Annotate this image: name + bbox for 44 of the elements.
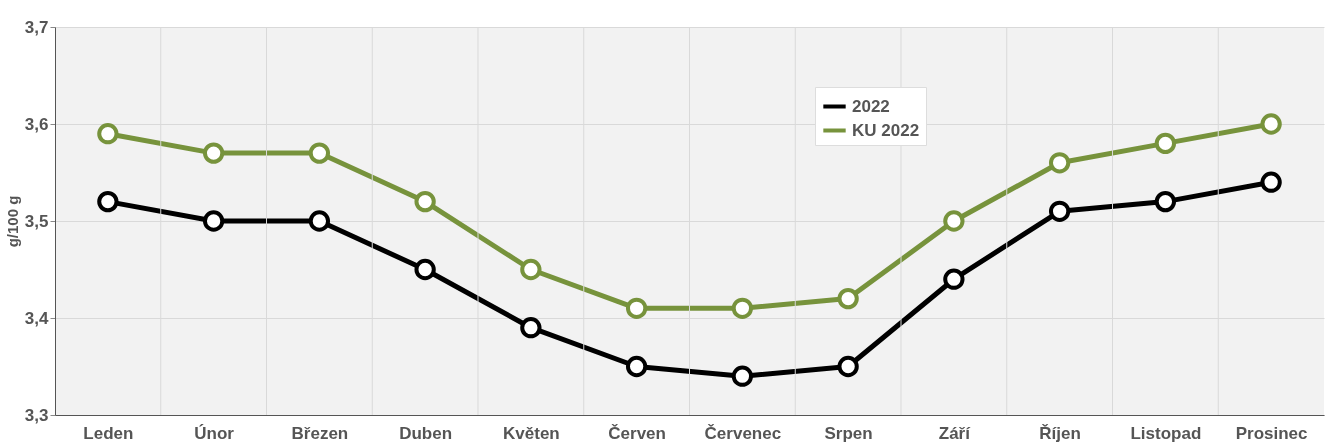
- point: [97, 190, 119, 213]
- point: [1154, 190, 1177, 213]
- point: [414, 190, 436, 213]
- point: [1048, 200, 1071, 222]
- point: [202, 142, 225, 164]
- x-tick-label: Květen: [503, 423, 560, 443]
- y-axis-title: g/100 g: [3, 195, 21, 248]
- point: [308, 210, 331, 232]
- point: [731, 365, 754, 387]
- point: [625, 355, 648, 378]
- point: [625, 297, 648, 319]
- legend-label: KU 2022: [852, 120, 920, 140]
- y-tick-label: 3,6: [24, 114, 49, 134]
- x-tick-label: Červenec: [704, 423, 782, 443]
- x-tick-label: Prosinec: [1235, 423, 1308, 443]
- legend-label: 2022: [852, 96, 890, 116]
- point: [943, 210, 965, 232]
- point: [520, 258, 542, 281]
- x-tick-label: Listopad: [1130, 423, 1202, 443]
- point: [97, 123, 119, 145]
- x-tick-label: Leden: [83, 423, 134, 443]
- point: [731, 297, 754, 319]
- y-tick-label: 3,3: [24, 405, 49, 425]
- x-tick-label: Únor: [194, 423, 235, 443]
- point: [414, 258, 436, 281]
- y-tick-label: 3,4: [24, 308, 50, 328]
- point: [837, 355, 859, 378]
- x-tick-label: Březen: [291, 423, 349, 443]
- point: [943, 268, 965, 290]
- point: [1048, 152, 1071, 174]
- point: [308, 142, 331, 164]
- x-tick-label: Říjen: [1039, 423, 1081, 443]
- point: [202, 210, 225, 232]
- point: [520, 317, 542, 339]
- y-tick-label: 3,5: [24, 211, 49, 231]
- point: [1260, 113, 1282, 135]
- y-tick-label: 3,7: [24, 17, 49, 37]
- point: [1260, 171, 1282, 193]
- x-tick-label: Září: [938, 423, 972, 443]
- point: [837, 287, 859, 310]
- x-tick-label: Srpen: [824, 423, 873, 443]
- x-tick-label: Duben: [399, 423, 453, 443]
- point: [1154, 132, 1177, 155]
- x-tick-label: Červen: [608, 423, 666, 443]
